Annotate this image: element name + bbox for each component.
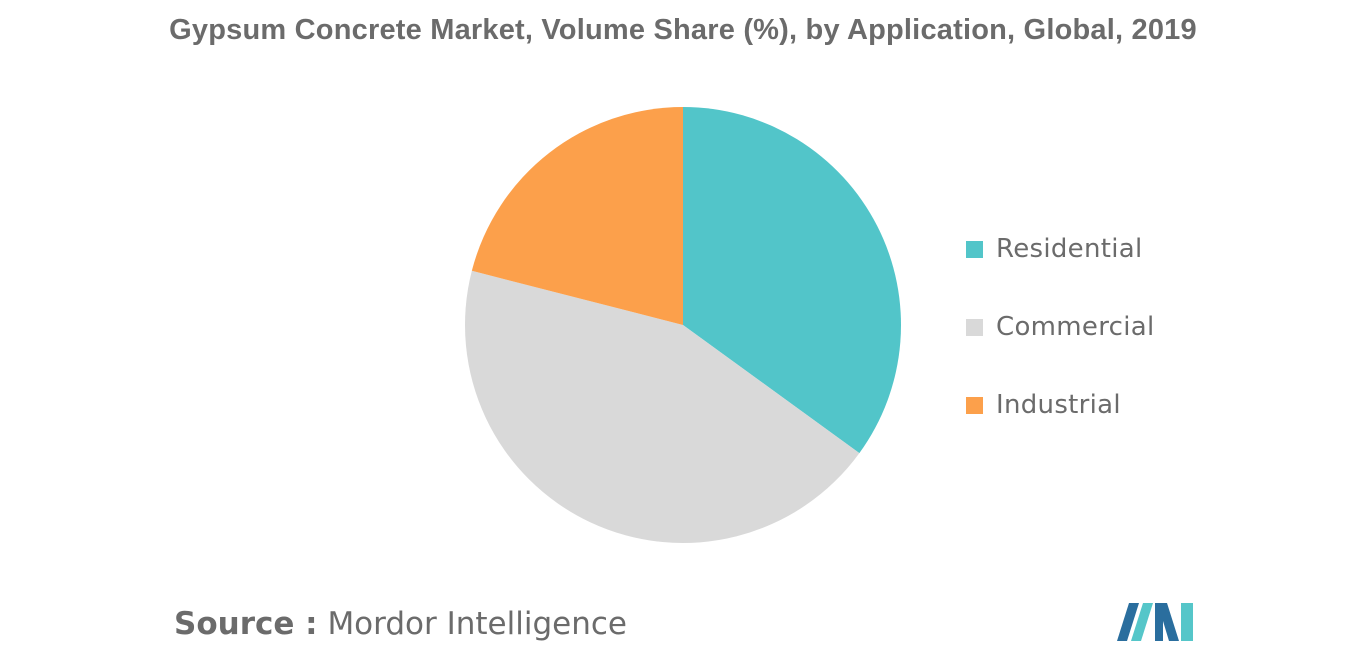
pie-slice-industrial	[471, 107, 683, 325]
legend-item-commercial: Commercial	[966, 308, 1155, 346]
legend-swatch-residential	[966, 240, 983, 258]
legend-swatch-industrial	[966, 396, 983, 414]
legend-label-residential: Residential	[996, 234, 1143, 264]
pie-slice-commercial	[465, 270, 860, 544]
pie-slices	[465, 107, 902, 544]
source-label: Source :	[174, 606, 318, 642]
logo-shape-left	[1117, 603, 1139, 641]
source-text: Mordor Intelligence	[327, 606, 627, 642]
mordor-intelligence-logo	[1117, 603, 1193, 641]
legend-item-industrial: Industrial	[966, 386, 1155, 424]
chart-title: Gypsum Concrete Market, Volume Share (%)…	[169, 14, 1197, 46]
logo-shape-end	[1181, 603, 1193, 641]
logo-shape-mid	[1131, 603, 1153, 641]
source-note: Source : Mordor Intelligence	[174, 606, 627, 642]
pie-slice-residential	[683, 107, 902, 454]
legend-label-commercial: Commercial	[996, 312, 1155, 342]
legend-label-industrial: Industrial	[996, 390, 1121, 420]
legend-item-residential: Residential	[966, 230, 1155, 268]
chart-legend: Residential Commercial Industrial	[966, 230, 1155, 464]
logo-shape-right	[1155, 603, 1179, 641]
legend-swatch-commercial	[966, 318, 983, 336]
